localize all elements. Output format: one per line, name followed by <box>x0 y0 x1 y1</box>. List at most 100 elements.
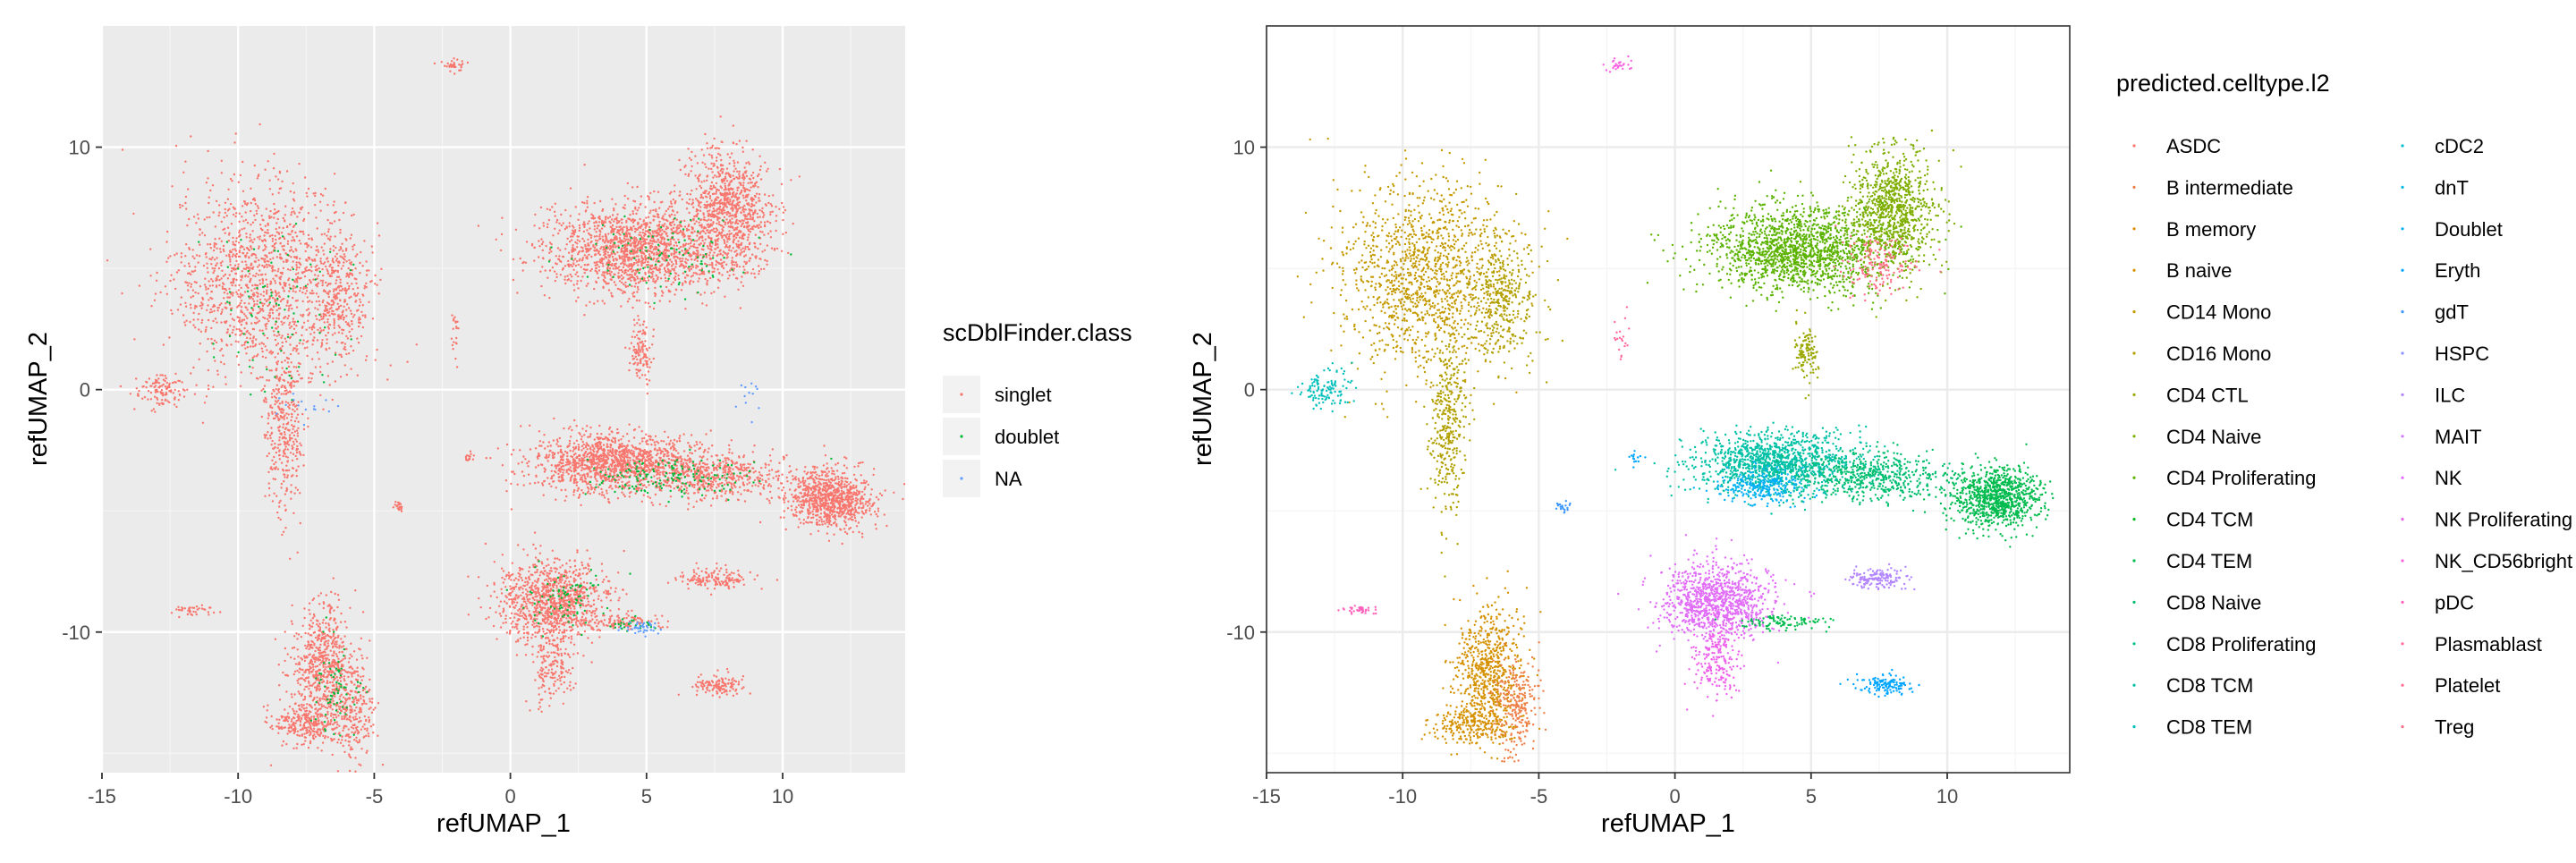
x-tick-label: -15 <box>88 785 116 808</box>
legend-label: singlet <box>995 384 1052 406</box>
point-cluster-9 <box>1833 224 1942 302</box>
scatter-points <box>1291 55 2055 763</box>
legend-label: Eryth <box>2435 259 2480 282</box>
point-cluster-29 <box>617 621 663 638</box>
point-cluster-0 <box>1296 137 1569 419</box>
legend-label: CD8 TCM <box>2166 674 2253 697</box>
point-cluster-15 <box>1617 534 1816 664</box>
legend-key-swatch <box>2132 642 2136 646</box>
scatter-points <box>106 57 906 773</box>
minor-gridlines <box>102 26 905 773</box>
x-tick-label: 5 <box>1806 785 1817 808</box>
point-cluster-8 <box>665 115 801 309</box>
y-tick-labels: -10 0 10 <box>1226 137 1255 644</box>
legend: scDblFinder.class singlet doublet NA <box>943 319 1132 497</box>
legend-key-swatch <box>960 393 963 396</box>
point-cluster-21 <box>464 450 476 461</box>
legend-label: Treg <box>2435 716 2474 739</box>
point-cluster-23 <box>198 223 355 402</box>
point-cluster-6 <box>1420 690 1525 756</box>
major-gridlines <box>100 26 905 773</box>
point-cluster-30 <box>275 393 340 427</box>
legend-label: doublet <box>995 426 1059 448</box>
legend-label: Platelet <box>2435 674 2500 697</box>
legend-key-swatch <box>2132 185 2136 189</box>
panel-border <box>1266 25 2071 774</box>
legend-key-swatch <box>2401 144 2404 148</box>
legend-label: B memory <box>2166 218 2256 241</box>
legend-key-swatch <box>2401 185 2404 189</box>
point-cluster-19 <box>170 604 222 619</box>
legend-key-swatch <box>2401 476 2404 479</box>
legend-key-swatch <box>2132 310 2136 314</box>
point-cluster-2 <box>260 297 322 560</box>
point-cluster-16 <box>1683 597 1746 717</box>
legend-key-swatch <box>2401 227 2404 231</box>
point-cluster-31 <box>734 382 760 424</box>
legend-label: cDC2 <box>2435 135 2484 157</box>
legend-key-swatch <box>2401 725 2404 729</box>
x-tick-label: -5 <box>366 785 384 808</box>
point-cluster-25 <box>547 215 792 305</box>
legend-key-swatch <box>2401 351 2404 355</box>
legend-label: NK_CD56bright <box>2435 550 2572 572</box>
x-tick-label: 10 <box>1936 785 1958 808</box>
legend-label: pDC <box>2435 591 2474 613</box>
y-tick-label: 0 <box>80 379 90 402</box>
plot-background <box>102 26 905 773</box>
axis-ticks <box>96 146 784 779</box>
legend-label: CD16 Mono <box>2166 343 2271 365</box>
point-cluster-17 <box>1714 614 1835 633</box>
legend-key-swatch <box>2401 435 2404 438</box>
point-cluster-22 <box>450 314 460 368</box>
point-cluster-1 <box>289 193 383 402</box>
legend-key-swatch <box>2401 518 2404 521</box>
point-cluster-2 <box>1419 284 1476 578</box>
x-tick-labels: -15 -10 -5 0 5 10 <box>88 785 793 808</box>
x-axis-label: refUMAP_1 <box>436 809 571 838</box>
point-cluster-5 <box>326 637 385 773</box>
legend-key-swatch <box>2401 683 2404 687</box>
legend-key-swatch <box>2401 310 2404 314</box>
legend-label: HSPC <box>2435 343 2489 365</box>
legend-key-swatch <box>2132 518 2136 521</box>
legend-label: NK Proliferating <box>2435 509 2572 531</box>
legend-label: dnT <box>2435 176 2469 199</box>
plot-background <box>1267 26 2070 773</box>
point-cluster-13 <box>1775 441 1989 512</box>
point-cluster-9 <box>624 315 656 395</box>
point-cluster-20 <box>392 501 403 512</box>
point-cluster-8 <box>1799 129 1962 318</box>
x-tick-label: -5 <box>1530 785 1548 808</box>
legend-key-swatch <box>2401 559 2404 563</box>
legend-key-swatch <box>2132 393 2136 396</box>
legend-key-swatch <box>2132 476 2136 479</box>
legend-label: B intermediate <box>2166 176 2293 199</box>
legend-key-swatch <box>2132 683 2136 687</box>
point-cluster-3 <box>119 366 210 413</box>
x-tick-label: 0 <box>1669 785 1680 808</box>
legend-key-swatch <box>2401 642 2404 646</box>
x-tick-label: 5 <box>641 785 652 808</box>
y-tick-label: 10 <box>69 137 90 159</box>
y-tick-labels: -10 0 10 <box>62 137 90 644</box>
point-cluster-16 <box>666 562 779 596</box>
point-cluster-1 <box>1449 192 1564 384</box>
point-cluster-23 <box>1628 450 1647 469</box>
point-cluster-10 <box>1792 309 1820 400</box>
x-tick-labels: -15 -10 -5 0 5 10 <box>1252 785 1958 808</box>
legend-key-swatch <box>2401 268 2404 272</box>
point-cluster-18 <box>1844 563 1916 591</box>
y-tick-label: -10 <box>1226 622 1255 644</box>
point-cluster-26 <box>584 448 833 503</box>
legend-key-swatch <box>2132 600 2136 605</box>
legend-key-swatch <box>2401 393 2404 396</box>
point-cluster-20 <box>1602 55 1633 73</box>
legend-label: NA <box>995 468 1022 490</box>
x-axis-label: refUMAP_1 <box>1601 809 1735 838</box>
legend-key-swatch <box>2132 559 2136 563</box>
point-cluster-27 <box>505 560 631 638</box>
legend-key-swatch <box>2132 268 2136 272</box>
